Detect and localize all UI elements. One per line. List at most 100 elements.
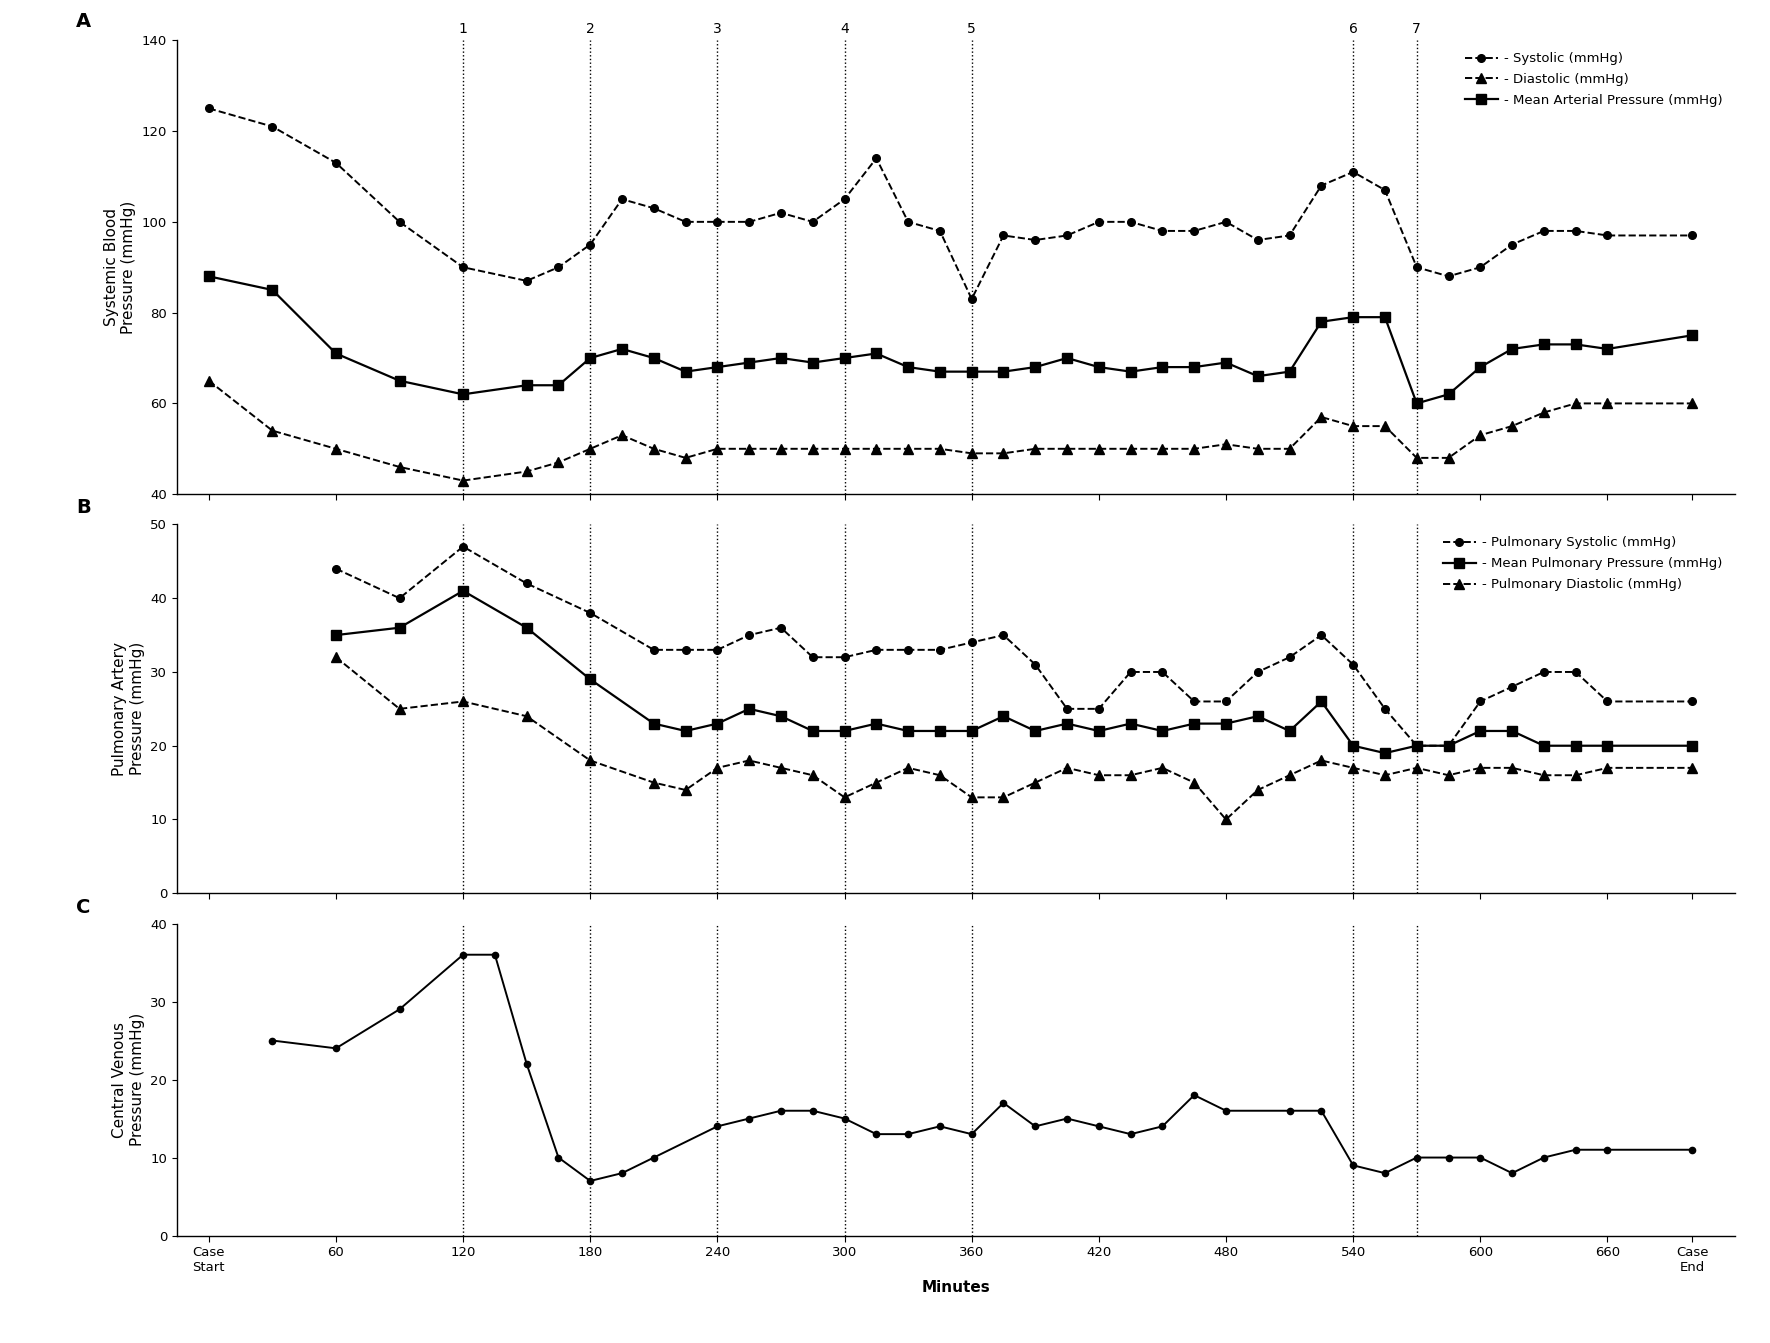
- Mean Arterial Pressure (mmHg)	[1682, 328, 1703, 344]
- Diastolic (mmHg)	[1057, 441, 1078, 457]
- Mean Pulmonary Pressure (mmHg)	[706, 716, 727, 732]
- Mean Pulmonary Pressure (mmHg)	[770, 708, 791, 724]
- Pulmonary Systolic (mmHg)	[1469, 693, 1490, 709]
- Systolic (mmHg)	[1216, 214, 1237, 230]
- Diastolic (mmHg)	[897, 441, 919, 457]
- Pulmonary Systolic (mmHg)	[1374, 701, 1395, 717]
- Mean Pulmonary Pressure (mmHg)	[389, 619, 411, 635]
Text: 1: 1	[458, 21, 467, 36]
- Pulmonary Diastolic (mmHg)	[1374, 767, 1395, 783]
- Mean Pulmonary Pressure (mmHg)	[643, 716, 664, 732]
- Systolic (mmHg)	[834, 191, 855, 207]
- Diastolic (mmHg)	[674, 450, 696, 466]
X-axis label: Minutes: Minutes	[922, 1280, 989, 1295]
- Mean Arterial Pressure (mmHg)	[929, 364, 950, 380]
Line: - Mean Pulmonary Pressure (mmHg): - Mean Pulmonary Pressure (mmHg)	[331, 587, 1697, 757]
- Diastolic (mmHg)	[738, 441, 759, 457]
- Pulmonary Diastolic (mmHg)	[517, 708, 538, 724]
- Diastolic (mmHg)	[262, 423, 283, 439]
- Pulmonary Systolic (mmHg)	[961, 634, 982, 650]
- Mean Arterial Pressure (mmHg)	[389, 372, 411, 388]
- Pulmonary Systolic (mmHg)	[1437, 737, 1458, 753]
- Pulmonary Diastolic (mmHg)	[389, 701, 411, 717]
- Pulmonary Systolic (mmHg)	[802, 649, 823, 665]
- Diastolic (mmHg)	[1469, 427, 1490, 443]
- Diastolic (mmHg)	[1374, 418, 1395, 434]
- Mean Arterial Pressure (mmHg)	[1248, 368, 1269, 384]
- Systolic (mmHg)	[738, 214, 759, 230]
Line: - Mean Arterial Pressure (mmHg): - Mean Arterial Pressure (mmHg)	[204, 271, 1697, 408]
- Diastolic (mmHg)	[1682, 395, 1703, 411]
- Mean Pulmonary Pressure (mmHg)	[738, 701, 759, 717]
- Mean Pulmonary Pressure (mmHg)	[1089, 723, 1110, 739]
- Mean Arterial Pressure (mmHg)	[1533, 336, 1554, 352]
- Diastolic (mmHg)	[929, 441, 950, 457]
- Pulmonary Diastolic (mmHg)	[326, 649, 347, 665]
- Mean Arterial Pressure (mmHg)	[1437, 387, 1458, 403]
- Diastolic (mmHg)	[1533, 404, 1554, 420]
- Mean Pulmonary Pressure (mmHg)	[1437, 737, 1458, 753]
- Pulmonary Systolic (mmHg)	[1533, 663, 1554, 680]
- Systolic (mmHg)	[1089, 214, 1110, 230]
- Pulmonary Diastolic (mmHg)	[1184, 775, 1205, 791]
- Diastolic (mmHg)	[802, 441, 823, 457]
- Pulmonary Diastolic (mmHg)	[738, 752, 759, 768]
- Pulmonary Systolic (mmHg)	[738, 627, 759, 643]
- Mean Pulmonary Pressure (mmHg)	[834, 723, 855, 739]
Y-axis label: Central Venous
Pressure (mmHg): Central Venous Pressure (mmHg)	[113, 1013, 145, 1146]
- Pulmonary Diastolic (mmHg)	[1089, 767, 1110, 783]
- Mean Pulmonary Pressure (mmHg)	[1025, 723, 1046, 739]
- Systolic (mmHg)	[1152, 223, 1174, 239]
- Pulmonary Systolic (mmHg)	[1152, 663, 1174, 680]
- Systolic (mmHg)	[961, 291, 982, 308]
- Systolic (mmHg)	[549, 259, 570, 275]
- Pulmonary Systolic (mmHg)	[897, 642, 919, 658]
- Pulmonary Diastolic (mmHg)	[770, 760, 791, 776]
Line: - Pulmonary Diastolic (mmHg): - Pulmonary Diastolic (mmHg)	[331, 653, 1697, 825]
- Systolic (mmHg)	[326, 154, 347, 171]
- Systolic (mmHg)	[1501, 236, 1522, 252]
- Diastolic (mmHg)	[389, 459, 411, 475]
- Diastolic (mmHg)	[611, 427, 632, 443]
- Mean Pulmonary Pressure (mmHg)	[1501, 723, 1522, 739]
- Systolic (mmHg)	[1280, 227, 1301, 243]
- Pulmonary Systolic (mmHg)	[1280, 649, 1301, 665]
- Pulmonary Systolic (mmHg)	[579, 604, 600, 620]
- Mean Arterial Pressure (mmHg)	[579, 351, 600, 367]
- Systolic (mmHg)	[262, 118, 283, 134]
- Mean Pulmonary Pressure (mmHg)	[1216, 716, 1237, 732]
Text: 6: 6	[1349, 21, 1358, 36]
- Mean Pulmonary Pressure (mmHg)	[1469, 723, 1490, 739]
- Mean Arterial Pressure (mmHg)	[1597, 341, 1618, 357]
- Systolic (mmHg)	[1533, 223, 1554, 239]
- Pulmonary Diastolic (mmHg)	[993, 790, 1014, 806]
- Diastolic (mmHg)	[1120, 441, 1142, 457]
- Mean Pulmonary Pressure (mmHg)	[993, 708, 1014, 724]
- Pulmonary Diastolic (mmHg)	[453, 693, 474, 709]
- Mean Arterial Pressure (mmHg)	[198, 269, 219, 285]
- Diastolic (mmHg)	[834, 441, 855, 457]
- Mean Arterial Pressure (mmHg)	[1184, 359, 1205, 375]
- Pulmonary Diastolic (mmHg)	[929, 767, 950, 783]
- Systolic (mmHg)	[1437, 269, 1458, 285]
- Mean Pulmonary Pressure (mmHg)	[1374, 745, 1395, 761]
- Diastolic (mmHg)	[1184, 441, 1205, 457]
- Mean Pulmonary Pressure (mmHg)	[1565, 737, 1586, 753]
- Systolic (mmHg)	[1248, 232, 1269, 248]
- Mean Pulmonary Pressure (mmHg)	[674, 723, 696, 739]
- Pulmonary Systolic (mmHg)	[453, 539, 474, 555]
- Mean Arterial Pressure (mmHg)	[738, 355, 759, 371]
- Pulmonary Diastolic (mmHg)	[1152, 760, 1174, 776]
- Systolic (mmHg)	[453, 259, 474, 275]
- Pulmonary Diastolic (mmHg)	[1501, 760, 1522, 776]
Text: 3: 3	[713, 21, 722, 36]
Text: C: C	[76, 898, 90, 917]
- Mean Arterial Pressure (mmHg)	[1374, 309, 1395, 325]
- Pulmonary Systolic (mmHg)	[1216, 693, 1237, 709]
- Pulmonary Diastolic (mmHg)	[1405, 760, 1427, 776]
- Pulmonary Systolic (mmHg)	[770, 619, 791, 635]
- Systolic (mmHg)	[1374, 183, 1395, 199]
- Pulmonary Systolic (mmHg)	[706, 642, 727, 658]
- Pulmonary Diastolic (mmHg)	[1312, 752, 1333, 768]
Text: B: B	[76, 498, 90, 517]
